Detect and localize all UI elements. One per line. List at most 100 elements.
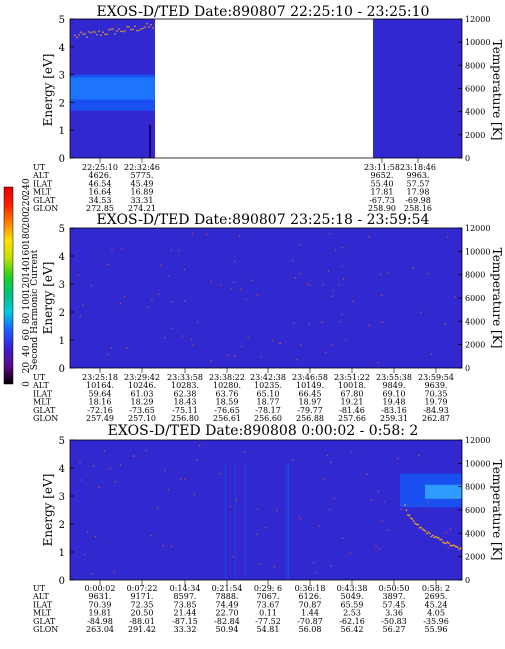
vertical-streak xyxy=(235,462,236,580)
noise-point xyxy=(119,464,122,466)
noise-point xyxy=(300,344,302,346)
noise-point xyxy=(163,469,166,472)
temperature-point xyxy=(90,32,92,34)
noise-point xyxy=(377,490,380,492)
table-row-label: MLT xyxy=(33,609,52,618)
table-cell: 8597. xyxy=(174,592,197,601)
noise-point xyxy=(298,516,301,518)
temperature-point xyxy=(442,541,444,544)
energy-band-core xyxy=(70,77,155,100)
table-cell: 22.70 xyxy=(216,609,239,618)
table-row-label: ILAT xyxy=(33,389,53,398)
noise-point xyxy=(292,322,295,324)
energy-band-core xyxy=(425,484,462,499)
temperature-point xyxy=(130,28,132,31)
temperature-point xyxy=(128,25,130,28)
noise-point xyxy=(381,520,383,522)
y-tick-label: 5 xyxy=(59,15,65,26)
vertical-streak xyxy=(288,462,290,580)
table-cell: 10283. xyxy=(171,381,199,390)
table-cell: 55.40 xyxy=(371,179,394,188)
table-cell: -79.77 xyxy=(297,406,323,415)
table-cell: 259.31 xyxy=(380,414,408,423)
noise-point xyxy=(306,283,309,285)
table-cell: 3.36 xyxy=(385,609,403,618)
y2-tick-label: 2000 xyxy=(465,341,485,350)
table-cell: -67.73 xyxy=(369,196,395,205)
table-cell: -73.65 xyxy=(129,406,155,415)
noise-point xyxy=(210,360,212,362)
noise-point xyxy=(370,499,372,501)
colorbar-tick-label: 0 xyxy=(22,381,32,387)
temperature-point xyxy=(74,34,76,37)
temperature-point xyxy=(418,526,421,529)
y2-tick-label: 4000 xyxy=(465,317,485,326)
noise-point xyxy=(444,323,447,325)
noise-point xyxy=(126,347,128,350)
table-row-label: UT xyxy=(33,163,46,172)
y2-tick-label: 8000 xyxy=(465,483,485,492)
table-cell: 0.11 xyxy=(259,609,277,618)
vertical-streak xyxy=(286,462,288,580)
table-row-label: ALT xyxy=(32,171,49,180)
colorbar-tick-label: 100 xyxy=(22,293,32,310)
noise-point xyxy=(313,562,315,564)
table-cell: 10164. xyxy=(86,381,114,390)
colorbar-tick-label: 80 xyxy=(22,312,32,324)
temperature-point xyxy=(104,33,106,36)
noise-point xyxy=(381,321,384,323)
noise-point xyxy=(341,246,344,249)
temperature-point xyxy=(404,504,406,507)
y-tick-label: 1 xyxy=(59,336,65,347)
noise-point xyxy=(182,335,184,337)
noise-point xyxy=(191,233,194,235)
noise-point xyxy=(170,545,173,548)
temperature-point xyxy=(148,26,150,28)
noise-point xyxy=(170,249,172,251)
table-cell: -50.83 xyxy=(381,617,407,626)
table-cell: 272.85 xyxy=(86,204,114,213)
temperature-point xyxy=(134,25,136,28)
table-cell: -87.15 xyxy=(172,617,198,626)
table-cell: 6126. xyxy=(299,592,322,601)
noise-point xyxy=(86,531,89,533)
noise-point xyxy=(276,509,278,512)
panel-3: EXOS-D/TED Date:890808 0:00:02 - 0:58: 2… xyxy=(32,423,504,634)
noise-point xyxy=(338,284,340,286)
noise-point xyxy=(232,556,234,558)
table-cell: 22:32:46 xyxy=(124,163,160,172)
table-cell: 69.10 xyxy=(383,389,406,398)
table-cell: 63.76 xyxy=(216,389,239,398)
data-gap xyxy=(155,19,373,158)
noise-point xyxy=(383,501,385,503)
table-cell: 23:38:22 xyxy=(209,373,245,382)
temperature-point xyxy=(114,33,116,35)
temperature-point xyxy=(80,31,82,33)
noise-point xyxy=(219,472,221,475)
y2-tick-label: 12000 xyxy=(465,224,490,233)
table-cell: 10018. xyxy=(338,381,366,390)
noise-point xyxy=(329,233,331,235)
y2-tick-label: 4000 xyxy=(465,529,485,538)
noise-point xyxy=(341,313,343,316)
noise-point xyxy=(420,311,422,313)
table-cell: 258.90 xyxy=(368,204,396,213)
table-cell: 263.04 xyxy=(86,625,114,634)
temperature-point xyxy=(408,514,411,517)
noise-point xyxy=(90,284,92,287)
temperature-point xyxy=(150,23,152,26)
y2-tick-label: 6000 xyxy=(465,294,485,303)
table-cell: 23:55:38 xyxy=(376,373,412,382)
table-cell: 9963. xyxy=(407,171,430,180)
temperature-point xyxy=(76,36,78,39)
temperature-point xyxy=(415,523,418,526)
y2-tick-label: 10000 xyxy=(465,38,490,47)
temperature-point xyxy=(110,28,112,30)
panel-3-plot: 0 1 2 3 4 5 0 2000 4000 6000 8000 10000 12000 xyxy=(59,436,491,587)
noise-point xyxy=(351,451,353,454)
temperature-point xyxy=(420,526,422,529)
noise-point xyxy=(330,461,332,464)
noise-point xyxy=(190,338,193,341)
noise-point xyxy=(103,450,106,452)
temperature-point xyxy=(100,34,102,36)
